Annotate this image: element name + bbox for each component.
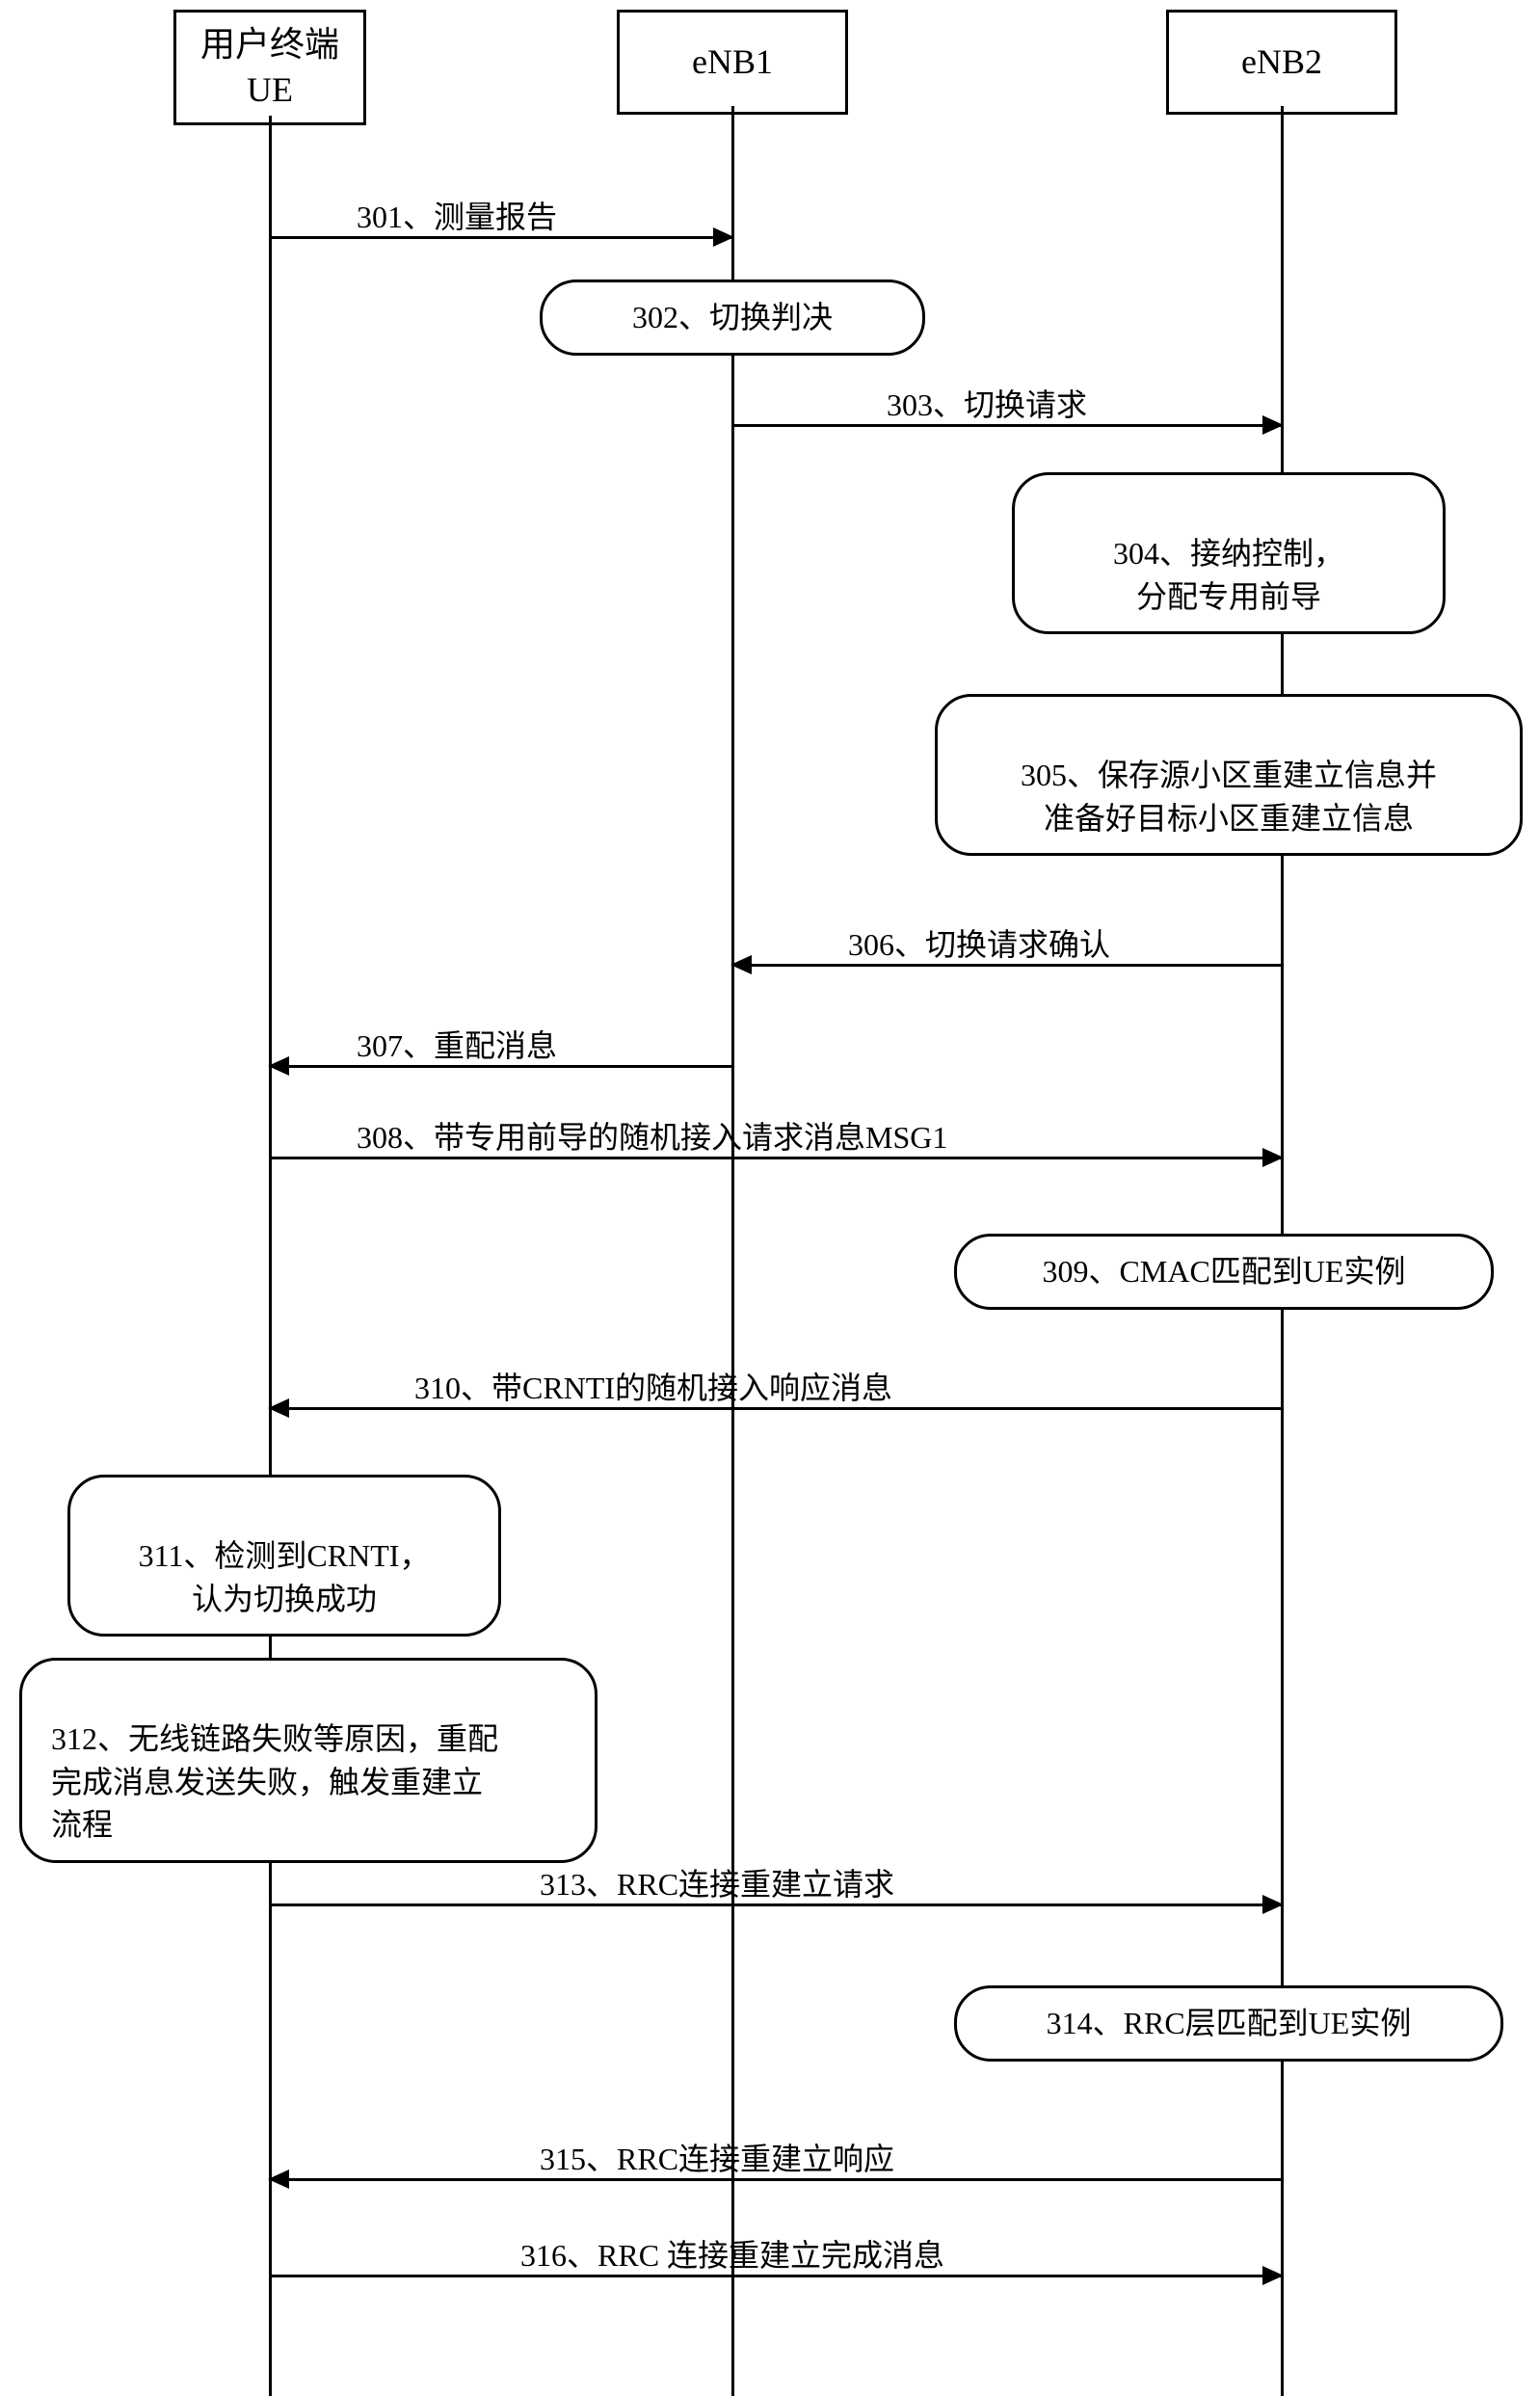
msg-315-label: 315、RRC连接重建立响应 [540,2135,894,2179]
msg-307-arrow [268,1056,289,1076]
msg-316-arrow [1262,2266,1284,2285]
msg-310-arrow [268,1398,289,1418]
note-305-text: 305、保存源小区重建立信息并 准备好目标小区重建立信息 [1021,758,1437,836]
actor-enb1: eNB1 [617,10,848,115]
actor-ue: 用户终端 UE [173,10,366,125]
msg-303-label: 303、切换请求 [887,381,1087,425]
msg-313-arrow [1262,1895,1284,1914]
note-314-text: 314、RRC层匹配到UE实例 [1047,2006,1412,2040]
actor-ue-line1: 用户终端 [196,22,344,67]
msg-313-label: 313、RRC连接重建立请求 [540,1860,894,1904]
lifeline-enb1 [731,106,734,2396]
note-302-text: 302、切换判决 [632,300,833,334]
actor-enb2: eNB2 [1166,10,1397,115]
msg-315-arrow [268,2170,289,2189]
msg-307-label: 307、重配消息 [357,1022,557,1066]
msg-306-label: 306、切换请求确认 [848,920,1110,965]
msg-301-arrow [713,227,734,247]
note-311: 311、检测到CRNTI， 认为切换成功 [67,1475,501,1637]
note-302: 302、切换判决 [540,280,925,356]
msg-308-arrow [1262,1148,1284,1167]
actor-enb2-label: eNB2 [1241,42,1322,81]
note-312: 312、无线链路失败等原因，重配 完成消息发送失败，触发重建立 流程 [19,1658,597,1863]
msg-303-arrow [1262,415,1284,435]
note-312-text: 312、无线链路失败等原因，重配 完成消息发送失败，触发重建立 流程 [51,1721,498,1843]
note-304-text: 304、接纳控制， 分配专用前导 [1113,536,1344,614]
sequence-diagram: 用户终端 UE eNB1 eNB2 301、测量报告 302、切换判决 303、… [0,0,1540,2396]
note-314: 314、RRC层匹配到UE实例 [954,1985,1503,2062]
note-311-text: 311、检测到CRNTI， 认为切换成功 [139,1538,431,1616]
actor-enb1-label: eNB1 [692,42,773,81]
note-309: 309、CMAC匹配到UE实例 [954,1234,1494,1310]
msg-308-label: 308、带专用前导的随机接入请求消息MSG1 [357,1113,947,1158]
actor-ue-line2: UE [196,67,344,113]
lifeline-ue [269,116,272,2396]
note-305: 305、保存源小区重建立信息并 准备好目标小区重建立信息 [935,694,1523,856]
msg-310-label: 310、带CRNTI的随机接入响应消息 [414,1364,892,1408]
msg-316-label: 316、RRC 连接重建立完成消息 [520,2231,944,2276]
msg-306-arrow [730,955,752,974]
note-304: 304、接纳控制， 分配专用前导 [1012,472,1446,634]
note-309-text: 309、CMAC匹配到UE实例 [1043,1254,1406,1289]
msg-301-label: 301、测量报告 [357,193,557,237]
